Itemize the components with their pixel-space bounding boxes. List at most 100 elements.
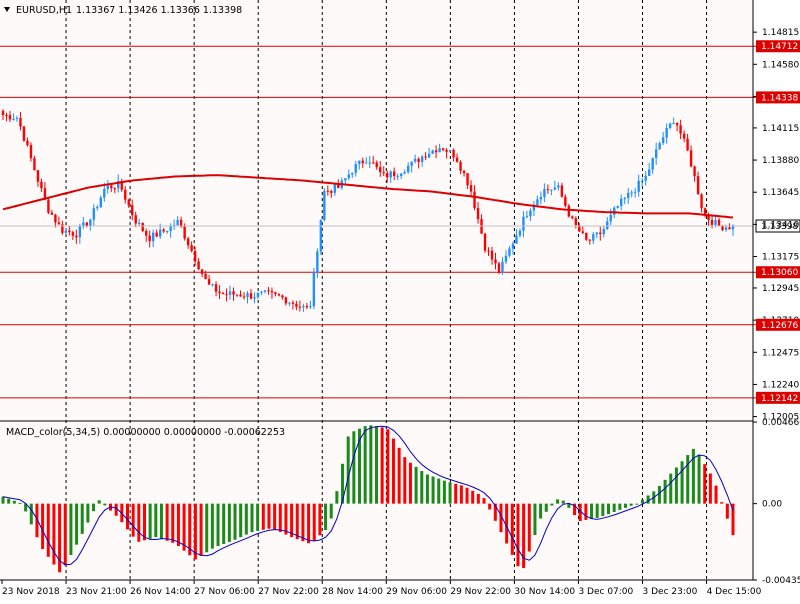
macd-bar [397, 447, 401, 504]
candle-body [145, 231, 148, 236]
time-tick-label: 3 Dec 07:00 [578, 587, 633, 597]
macd-bar [663, 479, 667, 504]
candle-body [291, 302, 295, 304]
macd-bar [669, 473, 673, 504]
macd-bar [12, 500, 16, 504]
macd-bar [205, 503, 209, 553]
level-label-bg [756, 40, 800, 53]
macd-bar [18, 502, 22, 504]
macd-bar [324, 503, 328, 531]
macd-bar [261, 503, 265, 530]
candle-body [138, 222, 141, 224]
candle-body [263, 290, 267, 292]
candle-body [207, 279, 211, 285]
candle-body [532, 204, 536, 211]
candle-body [12, 118, 15, 120]
macd-bar [674, 467, 678, 504]
candle-body [721, 225, 724, 230]
price-tick-label: 1.12945 [762, 284, 799, 294]
macd-bar [346, 436, 350, 504]
candle-body [249, 293, 253, 299]
candle-body [518, 230, 522, 236]
macd-bar [408, 462, 412, 504]
candle-body [654, 149, 658, 159]
candle-body [623, 198, 626, 200]
candle-body [637, 180, 640, 192]
candle-body [256, 292, 260, 298]
time-tick-label: 29 Nov 06:00 [386, 587, 447, 597]
candle-body [155, 232, 158, 237]
candle-body [176, 219, 179, 226]
time-tick-label: 29 Nov 22:00 [450, 587, 511, 597]
candle-body [403, 172, 406, 174]
macd-bar [686, 455, 690, 504]
candle-body [270, 291, 274, 293]
candle-body [455, 157, 459, 162]
candle-body [448, 149, 452, 152]
time-tick-label: 23 Nov 2018 [2, 587, 60, 597]
candle-body [473, 191, 476, 209]
current-price-line: 1.13398 [0, 219, 800, 233]
candle-body [200, 269, 204, 274]
candle-body [406, 165, 410, 173]
level-label: 1.14712 [761, 42, 798, 52]
candle-body [522, 216, 525, 231]
candle-body [466, 173, 469, 186]
macd-tick-label: -0.004359 [762, 576, 800, 586]
candle-body [494, 259, 497, 264]
candle-body [438, 148, 441, 153]
candle-body [277, 293, 281, 296]
candle-body [36, 170, 40, 182]
candle-body [330, 190, 333, 193]
candle-body [459, 161, 462, 171]
macd-bar [595, 503, 599, 518]
chart-header: EURUSD,H1 1.13367 1.13426 1.13366 1.1339… [4, 5, 242, 16]
macd-bar [454, 483, 458, 504]
candle-body [235, 294, 239, 296]
macd-bar [505, 503, 509, 544]
candle-body [560, 185, 564, 197]
candle-body [427, 153, 431, 158]
candle-body [651, 158, 654, 170]
candle-body [696, 176, 700, 195]
candle-body [106, 185, 109, 189]
candle-body [50, 212, 54, 215]
candle-body [379, 167, 382, 173]
macd-bar [103, 503, 107, 506]
candle-body [82, 222, 85, 227]
level-label-bg [756, 91, 800, 104]
candle-body [571, 216, 574, 219]
candle-body [441, 148, 445, 150]
candle-body [183, 226, 186, 239]
candle-body [375, 162, 378, 168]
macd-bar [46, 503, 50, 557]
symbol-label: EURUSD,H1 [16, 5, 72, 16]
candle-body [609, 214, 612, 222]
macd-bar [335, 491, 339, 504]
candle-body [337, 184, 340, 188]
macd-bar [544, 503, 548, 512]
macd-bar [35, 503, 39, 538]
time-tick-label: 27 Nov 06:00 [194, 587, 255, 597]
candle-body [19, 118, 22, 127]
macd-bar [431, 476, 435, 504]
macd-bar [476, 493, 480, 504]
macd-bar [374, 426, 378, 504]
candle-body [469, 185, 473, 192]
candle-body [616, 205, 619, 208]
candle-body [717, 219, 721, 226]
macd-bar [725, 503, 729, 519]
candle-body [504, 255, 508, 262]
candle-body [487, 250, 490, 252]
candle-body [731, 225, 735, 230]
price-tick-label: 1.12005 [762, 413, 799, 423]
macd-bar [380, 427, 384, 504]
candle-body [22, 126, 26, 141]
dropdown-triangle-icon[interactable] [4, 7, 10, 12]
candle-body [620, 198, 623, 206]
macd-bar [63, 503, 67, 566]
candle-body [700, 194, 703, 209]
candle-body [78, 226, 82, 238]
